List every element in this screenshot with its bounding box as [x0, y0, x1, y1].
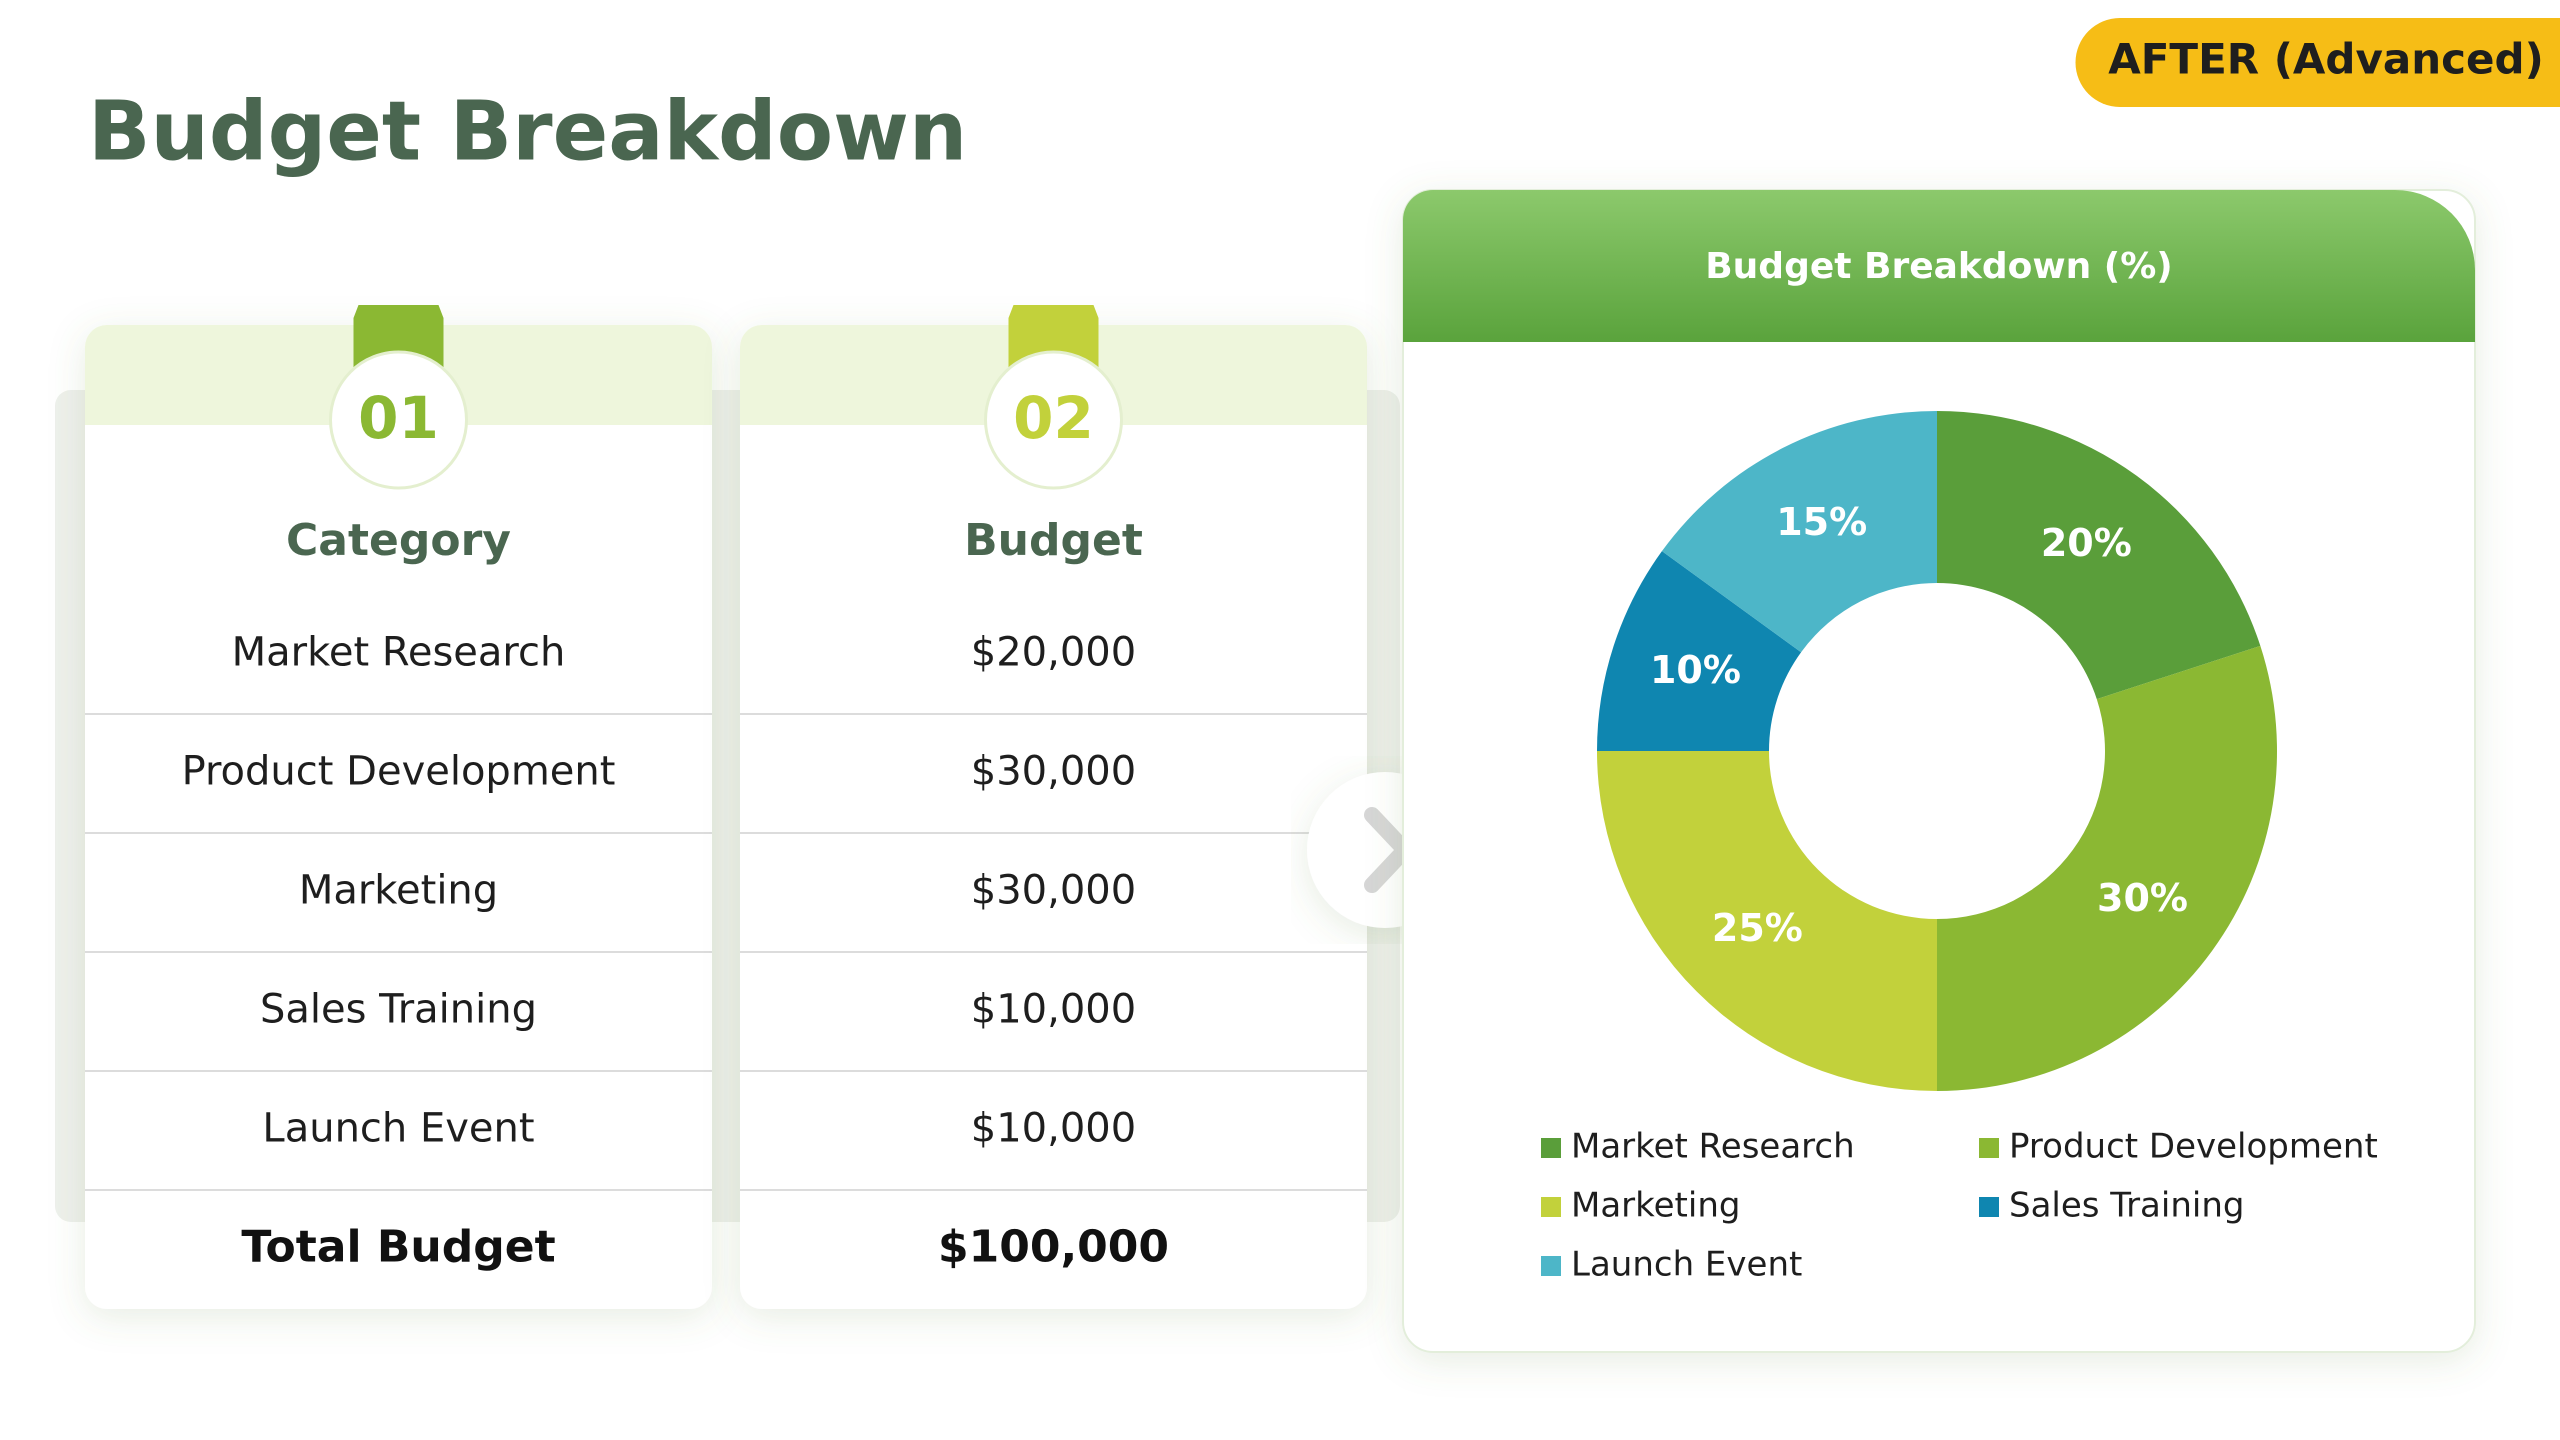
number-circle: [984, 350, 1123, 490]
donut-segment: [1937, 411, 2261, 700]
donut-segment: [1937, 645, 2277, 1091]
column-number: 02: [1013, 384, 1094, 452]
data-label: 15%: [1776, 500, 1867, 544]
donut-segment: [1597, 551, 1802, 751]
legend-label: Sales Training: [2009, 1186, 2244, 1226]
donut-segment: [1597, 751, 1937, 1091]
donut-chart: 20% 30% 25% 10% 15% Market Research Product De…: [1541, 411, 2378, 1285]
table-cell: $20,000: [971, 630, 1136, 676]
data-label: 25%: [1712, 906, 1803, 950]
column-header: Category: [286, 515, 511, 566]
page-title: Budget Breakdown: [88, 84, 967, 179]
table-cell: $10,000: [971, 1106, 1136, 1152]
badge: [2075, 18, 2560, 107]
data-label: 30%: [2097, 876, 2188, 920]
table-cell: Launch Event: [262, 1106, 534, 1152]
data-label: 20%: [2041, 521, 2132, 565]
chart-header: [1403, 190, 2475, 342]
legend-label: Launch Event: [1571, 1245, 1802, 1285]
total-cell: $100,000: [938, 1222, 1169, 1273]
table-cell: $10,000: [971, 987, 1136, 1033]
chart-title: Budget Breakdown (%): [1705, 246, 2173, 287]
data-label: 10%: [1650, 648, 1741, 692]
legend-label: Market Research: [1571, 1127, 1855, 1167]
table-cell: Marketing: [299, 868, 498, 914]
table: 01 Category Market Research Product Develop…: [85, 305, 1367, 1309]
table-cell: Sales Training: [260, 987, 537, 1033]
legend-swatch: [1979, 1138, 1999, 1158]
legend-swatch: [1979, 1197, 1999, 1217]
legend-swatch: [1541, 1197, 1561, 1217]
column-header: Budget: [964, 515, 1143, 566]
legend-label: Product Development: [2009, 1127, 2378, 1167]
number-circle: [329, 350, 468, 490]
column-card: [85, 325, 712, 1309]
total-cell: Total Budget: [241, 1222, 555, 1273]
table-cell: Market Research: [232, 630, 566, 676]
table-cell: $30,000: [971, 749, 1136, 795]
column-card: [740, 325, 1367, 1309]
legend-label: Marketing: [1571, 1186, 1740, 1226]
table-cell: $30,000: [971, 868, 1136, 914]
chart-card: Budget Breakdown (%): [1402, 189, 2476, 1353]
table-cell: Product Development: [182, 749, 616, 795]
legend-swatch: [1541, 1256, 1561, 1276]
legend-swatch: [1541, 1138, 1561, 1158]
chart-card-bg: [1402, 189, 2476, 1353]
donut-segment: [1661, 411, 1937, 653]
badge-text: AFTER (Advanced): [2108, 35, 2544, 84]
column-number: 01: [358, 384, 439, 452]
